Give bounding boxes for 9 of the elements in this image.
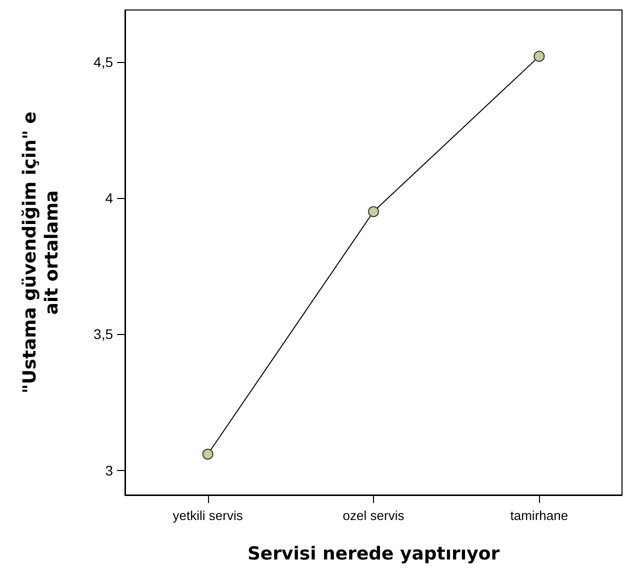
y-tick-label: 4: [105, 190, 114, 206]
y-axis-title: "Ustama güvendiğim için" e ait ortalama: [20, 112, 62, 394]
y-tick-label: 4,5: [94, 54, 114, 70]
x-tick-label: yetkili servis: [172, 508, 244, 523]
x-tick-label: ozel servis: [342, 508, 405, 523]
y-tick-label: 3,5: [94, 326, 114, 342]
y-tick-label: 3: [105, 462, 114, 478]
x-tick-label: tamirhane: [510, 508, 568, 523]
x-axis-title: Servisi nerede yaptırıyor: [247, 544, 500, 564]
